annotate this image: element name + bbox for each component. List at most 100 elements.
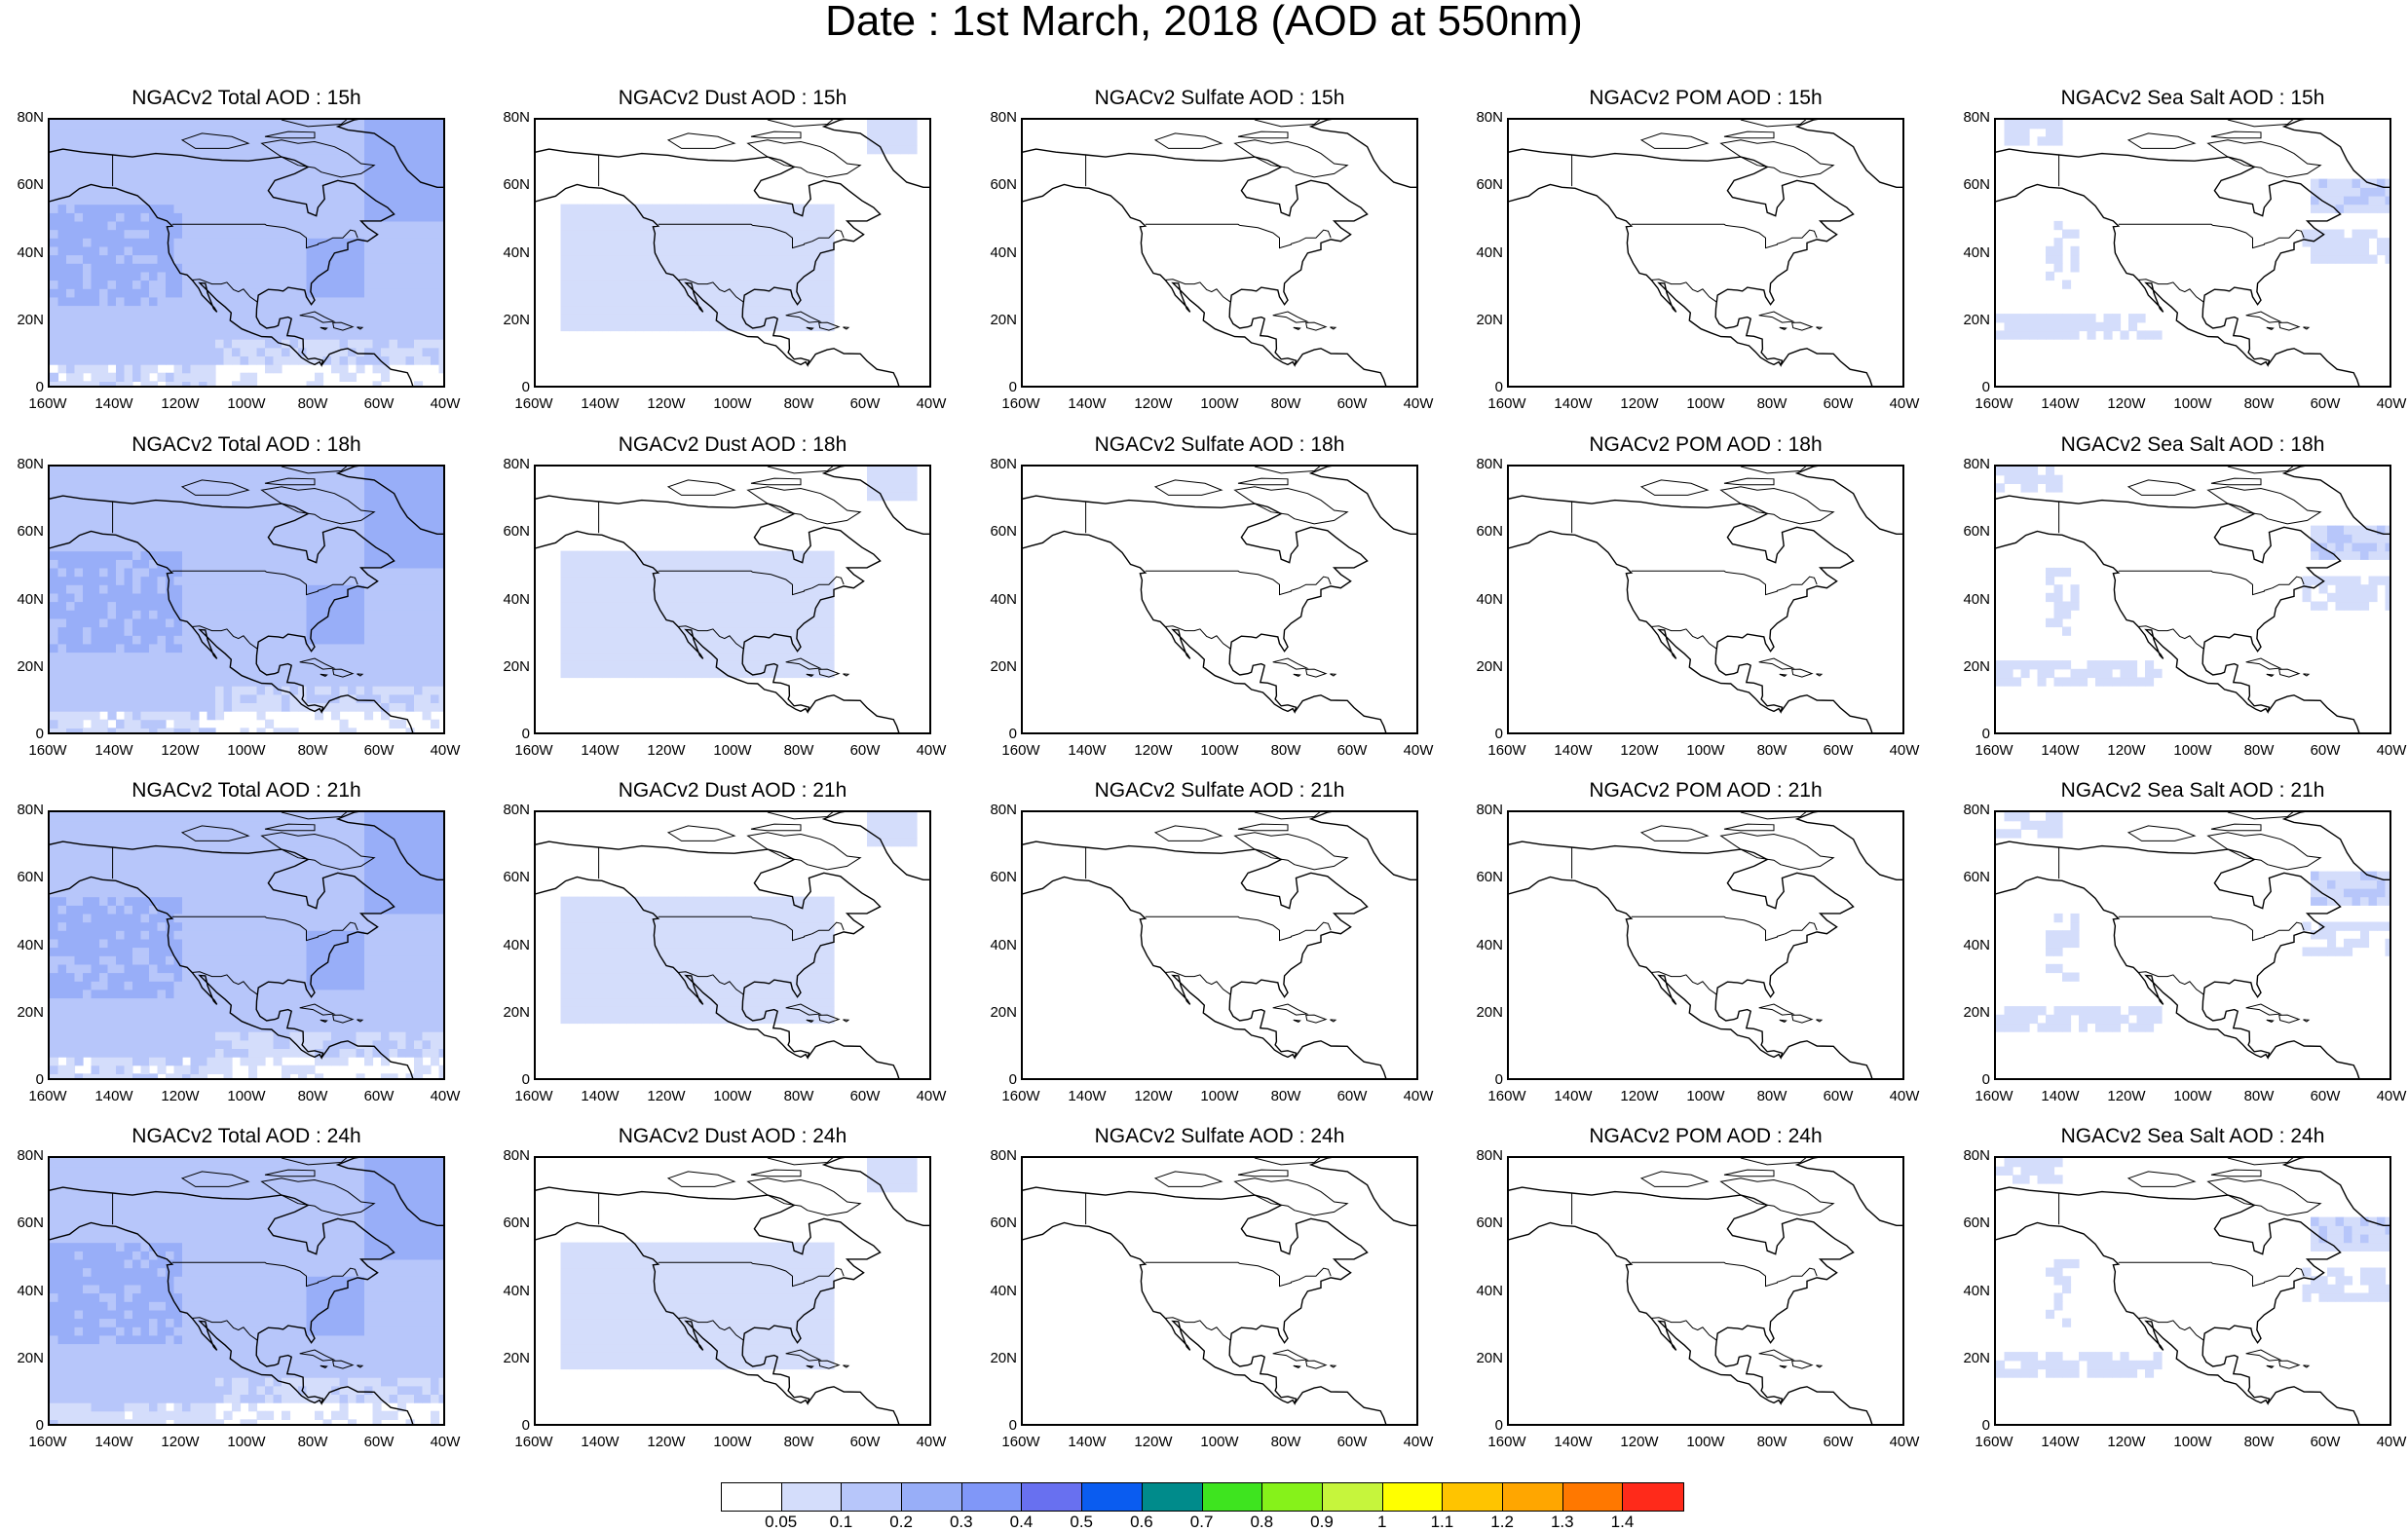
lon-tick-label: 60W [846,395,884,412]
coastline [1781,1041,1873,1080]
colorbar-swatch [1323,1483,1383,1511]
map-panel [48,810,445,1080]
colorbar-label: 0.05 [765,1513,797,1532]
lon-tick-label: 80W [293,1434,332,1450]
aod-map [1996,1158,2391,1426]
lat-tick-label: 40N [491,937,530,953]
coastline [2246,1350,2280,1361]
coastline [2279,1361,2299,1368]
lon-tick-label: 100W [1200,1088,1239,1104]
aod-map [1023,467,1418,734]
coastline [751,131,801,138]
coastline [1781,695,1873,734]
colorbar-label: 1.4 [1611,1513,1635,1532]
coastline [2211,131,2261,138]
coastline [1331,1020,1336,1022]
coastline [2267,1020,2274,1022]
coastline [2284,1158,2391,1225]
lat-tick-label: 40N [5,244,44,261]
lon-tick-label: 40W [1399,1088,1438,1104]
lat-tick-label: 20N [491,1004,530,1021]
coastline [2211,478,2261,485]
lat-tick-label: 40N [5,937,44,953]
lon-tick-label: 120W [1620,1434,1659,1450]
lon-tick-label: 80W [779,395,818,412]
lon-tick-label: 100W [2173,395,2212,412]
panel-title: NGACv2 POM AOD : 21h [1468,779,1943,803]
lon-tick-label: 60W [1819,395,1858,412]
panel-title: NGACv2 Sulfate AOD : 21h [982,779,1457,803]
coastline [1632,1262,1817,1286]
lon-tick-label: 40W [426,1434,465,1450]
map-panel [1021,810,1418,1080]
coastline [1273,1350,1307,1361]
panel-title: NGACv2 Dust AOD : 21h [495,779,970,803]
lon-tick-label: 60W [1333,1434,1372,1450]
lat-tick-label: 20N [1464,1004,1503,1021]
lon-tick-label: 160W [1487,395,1526,412]
coastline [844,674,849,676]
coastline [2228,812,2301,819]
coastline [1509,496,1854,712]
lat-tick-label: 60N [1464,869,1503,885]
lat-tick-label: 60N [978,176,1017,193]
panel-title: NGACv2 Total AOD : 24h [9,1125,484,1148]
coastline [1632,224,1817,247]
coastline [2119,571,2304,594]
coastline [844,327,849,329]
lon-tick-label: 80W [1266,1434,1305,1450]
lon-tick-label: 120W [1134,1088,1173,1104]
colorbar-label: 1.3 [1551,1513,1574,1532]
coastline [2304,1365,2310,1367]
coastline [1759,1350,1793,1361]
coastline [844,1020,849,1022]
coastline [1255,1158,1328,1165]
coastline [2279,1015,2299,1023]
lat-tick-label: 0 [978,726,1017,742]
lon-tick-label: 140W [2041,395,2080,412]
lon-tick-label: 140W [581,742,620,759]
aod-field [561,467,918,678]
aod-field [561,1158,918,1369]
coastline [2284,812,2391,879]
lon-tick-label: 140W [1068,742,1107,759]
map-panel [1507,465,1904,734]
coastline [2128,133,2195,149]
lat-tick-label: 20N [978,1350,1017,1366]
colorbar-swatch [722,1483,782,1511]
lon-tick-label: 140W [581,1088,620,1104]
lon-tick-label: 60W [359,1434,398,1450]
colorbar-label: 0.1 [830,1513,853,1532]
lat-tick-label: 20N [1464,312,1503,328]
aod-map [536,1158,931,1426]
coastline [1632,916,1817,940]
lat-tick-label: 20N [5,658,44,675]
colorbar-swatch [1443,1483,1503,1511]
coastline [1996,496,2341,712]
coastline [1306,322,1326,330]
lon-tick-label: 100W [227,742,266,759]
aod-field [50,1158,445,1426]
lon-tick-label: 140W [1554,742,1593,759]
colorbar-label: 0.3 [950,1513,973,1532]
lat-tick-label: 20N [1951,1350,1990,1366]
lon-tick-label: 40W [912,395,951,412]
coastline [1724,478,1774,485]
aod-map [1996,120,2391,388]
coastline [668,826,734,841]
coastline [2267,327,2274,329]
lat-tick-label: 20N [978,312,1017,328]
coastline [1792,1015,1812,1023]
coastline [2304,327,2310,329]
coastline [1311,467,1418,534]
lat-tick-label: 60N [5,176,44,193]
lat-tick-label: 40N [1464,937,1503,953]
coastline [1146,1262,1331,1286]
coastline [1721,833,1834,870]
map-panel [1021,465,1418,734]
lon-tick-label: 80W [1266,395,1305,412]
lat-tick-label: 60N [5,869,44,885]
colorbar-swatch [1503,1483,1563,1511]
lon-tick-label: 100W [2173,1088,2212,1104]
lat-tick-label: 0 [1951,1071,1990,1088]
